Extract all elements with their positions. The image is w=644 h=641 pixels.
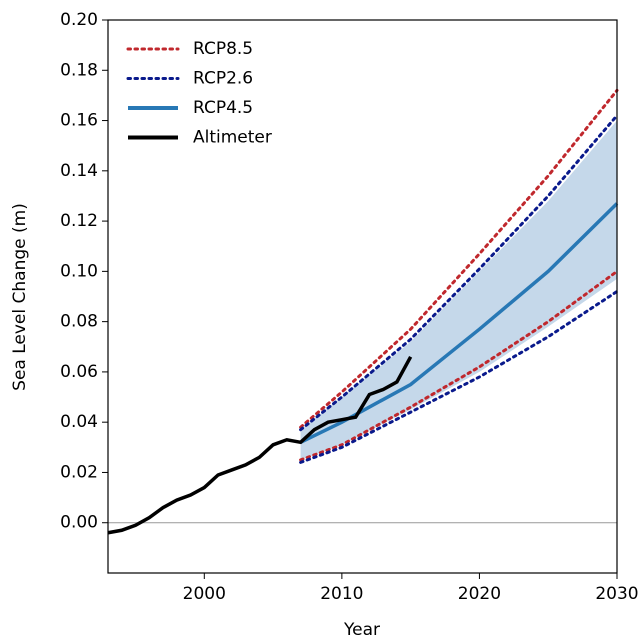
y-tick-label: 0.00: [60, 513, 98, 533]
y-tick-label: 0.10: [60, 261, 98, 281]
line-lower: [299, 269, 619, 462]
y-axis-label: Sea Level Change (m): [10, 203, 30, 391]
line-lower: [299, 289, 619, 464]
legend-label: RCP8.5: [193, 39, 253, 59]
y-tick-label: 0.08: [60, 312, 98, 332]
x-tick-label: 2030: [595, 584, 638, 604]
y-tick-label: 0.16: [60, 111, 98, 131]
x-tick-label: 2020: [458, 584, 501, 604]
line: [299, 88, 619, 429]
y-tick-label: 0.18: [60, 60, 98, 80]
legend-label: Altimeter: [193, 128, 272, 148]
band: [300, 120, 617, 460]
y-tick-label: 0.20: [60, 10, 98, 30]
y-tick-label: 0.04: [60, 412, 98, 432]
y-tick-label: 0.06: [60, 362, 98, 382]
x-tick-label: 2000: [183, 584, 226, 604]
line: [107, 355, 413, 535]
y-tick-label: 0.12: [60, 211, 98, 231]
line: [299, 114, 619, 432]
legend-label: RCP4.5: [193, 98, 253, 118]
x-tick-label: 2010: [320, 584, 363, 604]
legend-label: RCP2.6: [193, 69, 253, 89]
y-tick-label: 0.14: [60, 161, 98, 181]
y-tick-label: 0.02: [60, 462, 98, 482]
plot-frame: [107, 19, 618, 574]
line: [299, 202, 619, 444]
x-axis-label: Year: [343, 620, 380, 640]
